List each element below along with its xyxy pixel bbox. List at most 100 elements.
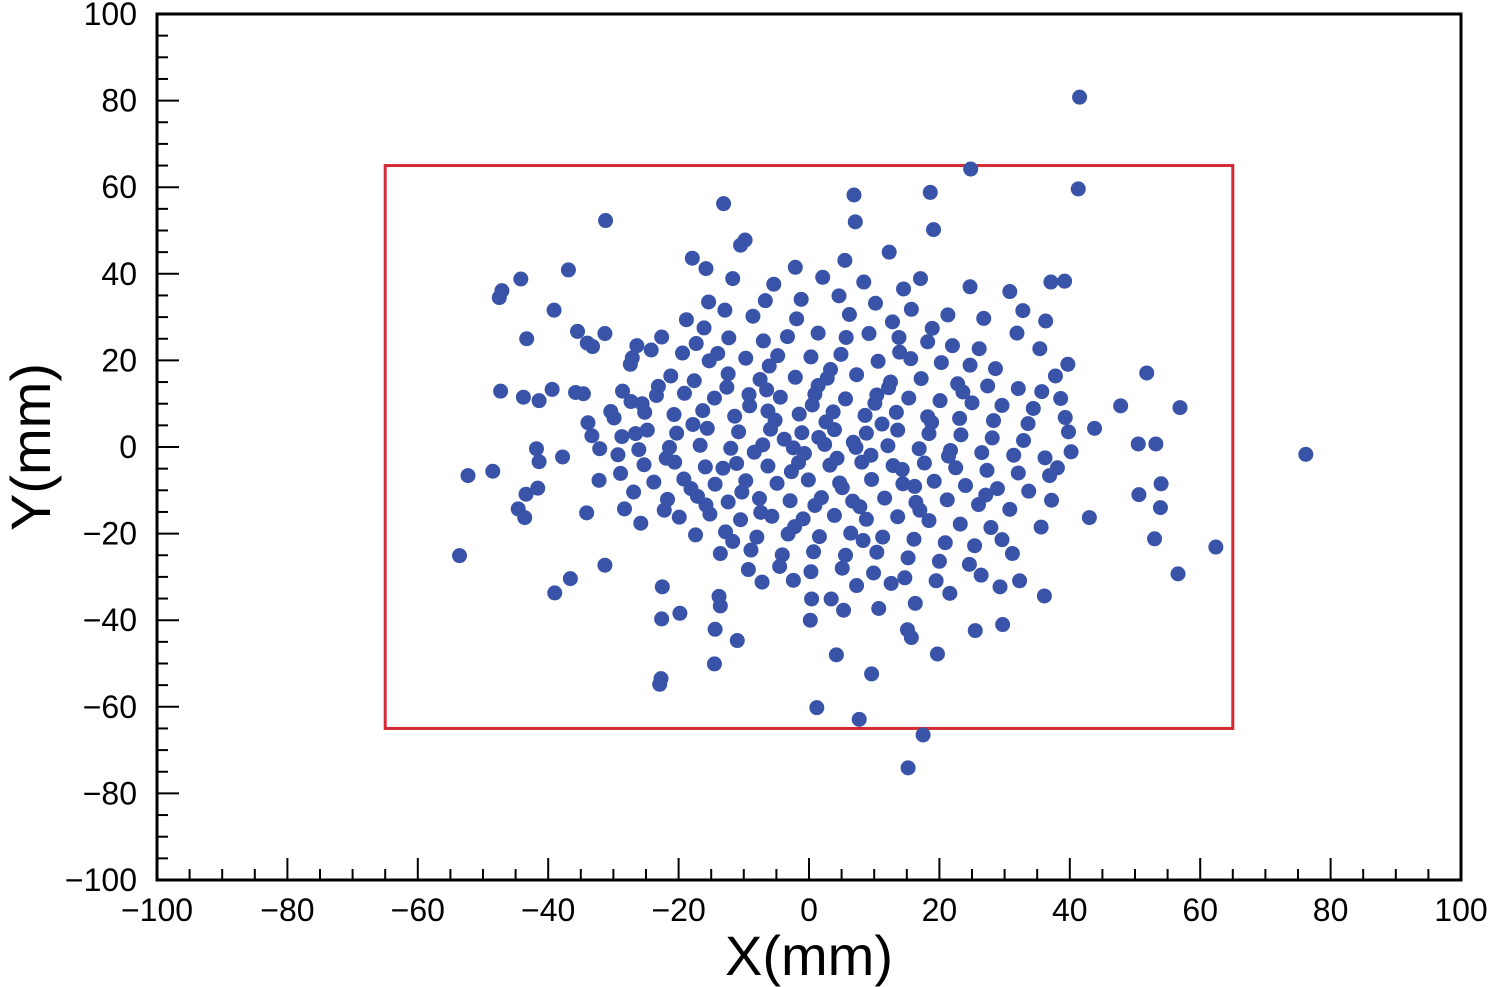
data-point: [1015, 303, 1031, 319]
data-point: [838, 391, 854, 407]
data-point: [654, 329, 670, 345]
x-tick-label: −60: [391, 892, 445, 928]
data-point: [926, 473, 942, 489]
data-point: [920, 334, 936, 350]
data-point: [1016, 433, 1032, 449]
axis-ticks: [156, 13, 1462, 881]
data-point: [741, 387, 757, 403]
data-point: [897, 570, 913, 586]
data-point: [941, 448, 957, 464]
data-point: [767, 412, 783, 428]
data-point: [753, 504, 769, 520]
data-point: [710, 345, 726, 361]
data-point: [924, 414, 940, 430]
data-point: [1053, 391, 1069, 407]
data-point: [706, 656, 722, 672]
data-point: [856, 274, 872, 290]
data-point: [986, 413, 1002, 429]
data-point: [615, 383, 631, 399]
y-tick-label: 80: [101, 83, 137, 119]
data-point: [973, 567, 989, 583]
data-point: [866, 565, 882, 581]
x-tick-label: −100: [121, 892, 193, 928]
data-point: [1060, 356, 1076, 372]
data-point: [921, 426, 937, 442]
data-point: [883, 575, 899, 591]
data-point: [1057, 410, 1073, 426]
data-point: [719, 379, 735, 395]
data-point: [811, 429, 827, 445]
data-point: [1130, 436, 1146, 452]
data-point: [834, 560, 850, 576]
data-point: [1070, 181, 1086, 197]
data-point: [896, 281, 912, 297]
data-point: [606, 410, 622, 426]
data-point: [800, 472, 816, 488]
data-point: [924, 320, 940, 336]
x-tick-label: 0: [800, 892, 818, 928]
data-point: [761, 358, 777, 374]
data-point: [676, 385, 692, 401]
data-point: [937, 535, 953, 551]
data-point: [967, 538, 983, 554]
data-point: [772, 389, 788, 405]
data-point: [757, 293, 773, 309]
data-point: [575, 386, 591, 402]
data-point: [779, 329, 795, 345]
data-point: [706, 390, 722, 406]
data-point: [907, 478, 923, 494]
y-tick-label: −60: [83, 689, 137, 725]
plot-frame: [155, 12, 1463, 882]
data-point: [717, 302, 733, 318]
data-point: [1047, 368, 1063, 384]
data-point: [823, 361, 839, 377]
x-tick-label: −40: [521, 892, 575, 928]
data-point: [716, 196, 732, 212]
data-point: [837, 252, 853, 268]
data-point: [738, 473, 754, 489]
data-point: [838, 329, 854, 345]
data-point: [518, 486, 534, 502]
data-point: [697, 459, 713, 475]
data-point: [636, 457, 652, 473]
data-point: [493, 383, 509, 399]
data-point: [974, 445, 990, 461]
data-point: [900, 760, 916, 776]
region-box: [383, 164, 1235, 730]
data-point: [871, 601, 887, 617]
data-point: [562, 571, 578, 587]
data-point: [803, 349, 819, 365]
data-point: [789, 311, 805, 327]
data-point: [725, 533, 741, 549]
data-point: [806, 544, 822, 560]
data-point: [967, 623, 983, 639]
data-point: [810, 325, 826, 341]
data-point: [881, 380, 897, 396]
data-point: [881, 244, 897, 260]
data-point: [614, 429, 630, 445]
data-point: [666, 407, 682, 423]
data-point: [903, 301, 919, 317]
data-point: [890, 509, 906, 525]
data-point: [845, 434, 861, 450]
data-point: [637, 404, 653, 420]
data-point: [864, 471, 880, 487]
x-tick-label: −80: [260, 892, 314, 928]
data-point: [698, 497, 714, 513]
data-point: [783, 464, 799, 480]
data-point: [1004, 546, 1020, 562]
data-point: [530, 480, 546, 496]
data-point: [994, 397, 1010, 413]
data-point: [1036, 588, 1052, 604]
data-point: [1081, 510, 1097, 526]
data-point: [992, 579, 1008, 595]
y-tick-label: −100: [65, 862, 137, 898]
data-point: [720, 366, 736, 382]
data-point: [650, 378, 666, 394]
data-point: [804, 397, 820, 413]
data-point: [725, 271, 741, 287]
data-point: [1113, 398, 1129, 414]
data-point: [861, 326, 877, 342]
data-point: [610, 447, 626, 463]
data-point: [769, 475, 785, 491]
